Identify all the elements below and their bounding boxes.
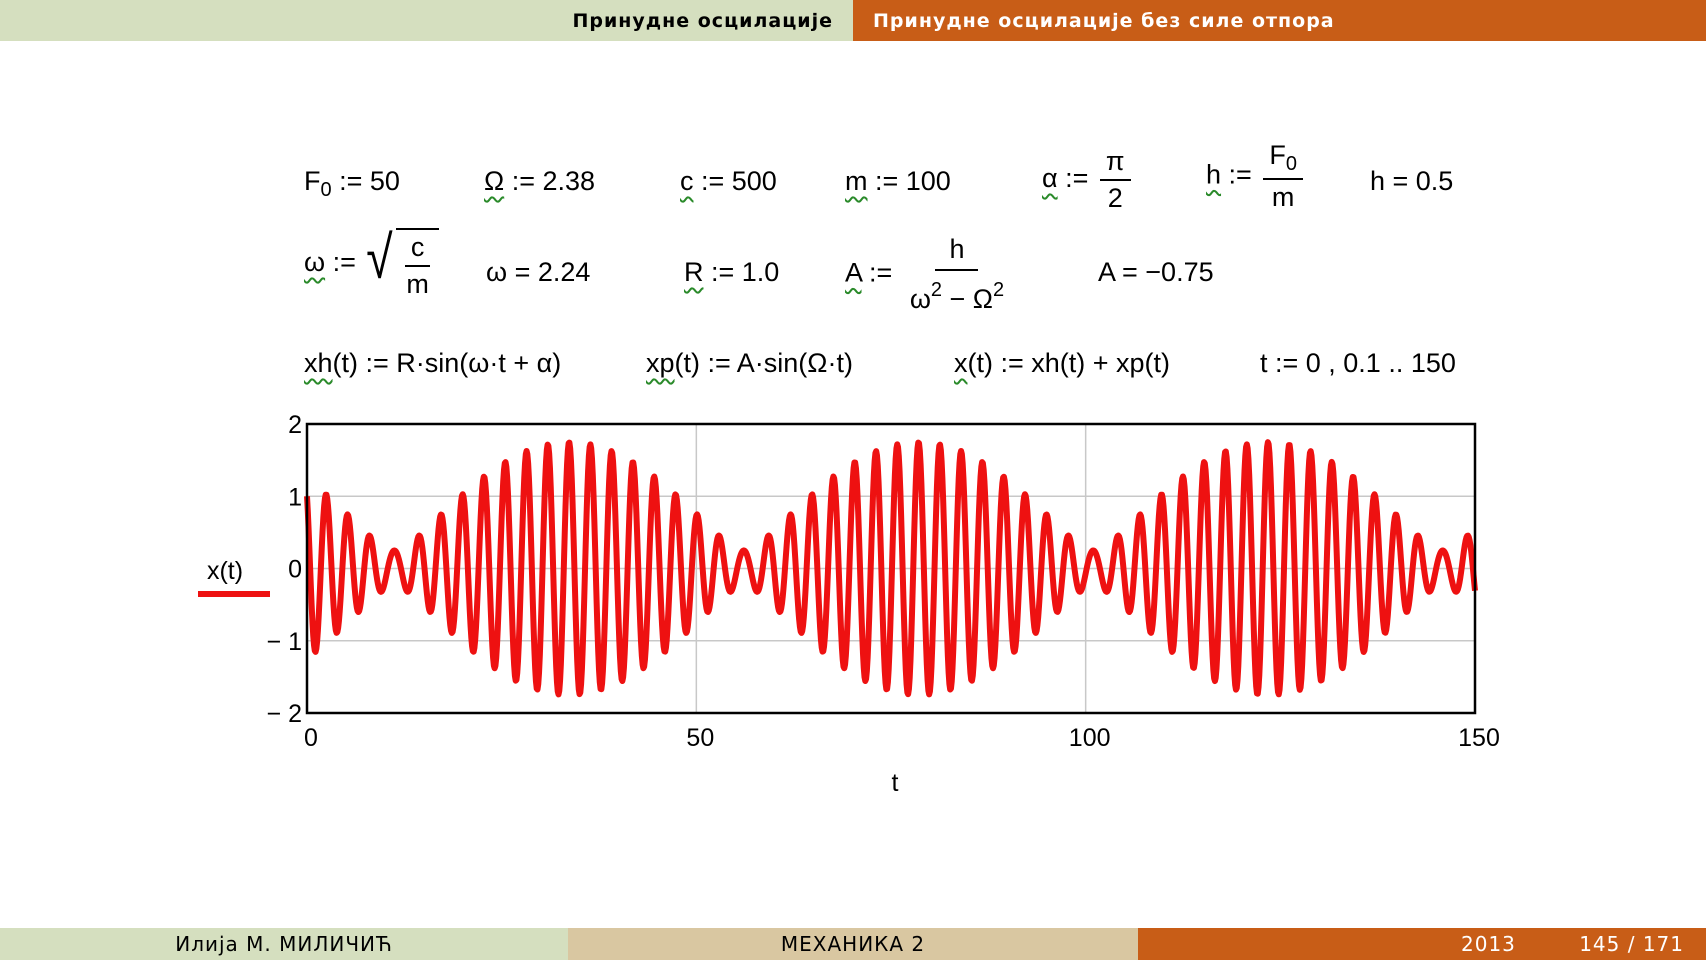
- omega-num: c: [404, 232, 431, 268]
- c-definition: c := 500: [680, 166, 777, 196]
- omega-cap-definition: Ω := 2.38: [484, 166, 596, 196]
- h-num-sub: 0: [1285, 153, 1297, 175]
- alpha-lhs: α: [1042, 163, 1058, 194]
- x-tick-label: 150: [1458, 724, 1500, 752]
- r-definition: R := 1.0: [684, 257, 780, 287]
- alpha-den: 2: [1107, 183, 1123, 214]
- a-num: h: [935, 234, 979, 272]
- h-value: h = 0.5: [1370, 166, 1454, 196]
- series-x-t-line: [304, 439, 1478, 698]
- a-lhs: A: [845, 257, 862, 288]
- header-section-label: Принудне осцилације: [572, 9, 833, 32]
- footer-page-number[interactable]: 145 / 171: [1579, 932, 1684, 956]
- footer-course-box: МЕХАНИКА 2: [568, 928, 1138, 960]
- header-section[interactable]: Принудне осцилације: [0, 0, 853, 41]
- h-lhs: h: [1206, 159, 1222, 190]
- header-subsection-label: Принудне осцилације без силе отпора: [873, 9, 1335, 32]
- legend-label: x(t): [207, 557, 243, 585]
- xp-definition: xp(t) := A·sin(Ω·t): [646, 348, 853, 378]
- header-subsection[interactable]: Принудне осцилације без силе отпора: [853, 0, 1706, 41]
- footer-author: Илија М. МИЛИЧИЋ: [175, 932, 393, 956]
- h-definition: h := F0 m: [1206, 140, 1307, 213]
- chart-grid: [307, 424, 1475, 713]
- omega-value: ω = 2.24: [486, 257, 591, 287]
- footer-page-box: 2013 145 / 171: [1138, 928, 1706, 960]
- m-definition: m := 100: [845, 166, 951, 196]
- xh-definition: xh(t) := R·sin(ω·t + α): [304, 348, 562, 378]
- x-tick-label: 50: [686, 724, 714, 752]
- h-num: F: [1269, 140, 1286, 170]
- x-tick-label: 100: [1069, 724, 1111, 752]
- y-tick-label: 1: [288, 483, 302, 511]
- x-tick-label: 0: [304, 724, 318, 752]
- omega-den: m: [406, 269, 429, 300]
- x-axis-label: t: [892, 769, 899, 797]
- f0-definition: F0 := 50: [304, 166, 400, 201]
- footer-course: МЕХАНИКА 2: [780, 932, 926, 956]
- alpha-num: π: [1099, 146, 1131, 182]
- y-tick-label: 2: [288, 411, 302, 439]
- t-range-definition: t := 0 , 0.1 .. 150: [1260, 348, 1456, 378]
- chart-ticks: 0 50 100 150 2 1 0 − 1 − 2: [267, 411, 1500, 752]
- y-tick-label: − 2: [267, 700, 302, 728]
- footer-author-box: Илија М. МИЛИЧИЋ: [0, 928, 568, 960]
- a-definition: A := h ω2 − Ω2: [845, 234, 1005, 315]
- y-tick-label: − 1: [267, 628, 302, 656]
- y-tick-label: 0: [288, 556, 302, 584]
- header-bar: Принудне осцилације Принудне осцилације …: [0, 0, 1706, 41]
- a-value: A = −0.75: [1098, 257, 1214, 287]
- footer-bar: Илија М. МИЛИЧИЋ МЕХАНИКА 2 2013 145 / 1…: [0, 928, 1706, 960]
- footer-year: 2013: [1461, 932, 1516, 956]
- h-den: m: [1271, 182, 1295, 212]
- plot-frame: [305, 422, 1477, 715]
- omega-definition: ω := √ c m: [304, 227, 439, 300]
- x-definition: x(t) := xh(t) + xp(t): [954, 348, 1171, 378]
- omega-lhs: ω: [304, 247, 326, 278]
